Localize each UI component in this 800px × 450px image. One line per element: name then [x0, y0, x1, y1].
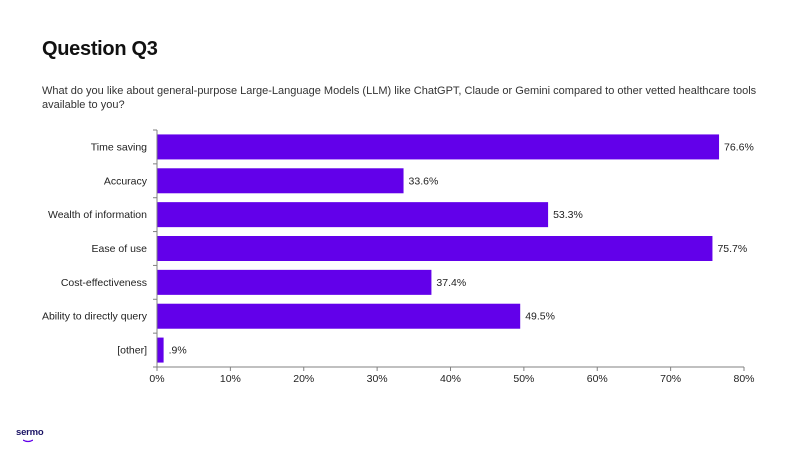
- question-text: What do you like about general-purpose L…: [42, 85, 757, 111]
- category-label: Wealth of information: [48, 209, 147, 221]
- category-label: Time saving: [91, 141, 147, 153]
- x-tick-label: 10%: [220, 373, 241, 385]
- data-label: 37.4%: [436, 277, 466, 289]
- x-tick-label: 80%: [733, 373, 754, 385]
- data-label: 76.6%: [724, 141, 754, 153]
- x-tick-label: 50%: [513, 373, 534, 385]
- category-label: Ability to directly query: [42, 311, 148, 323]
- x-tick-label: 70%: [660, 373, 681, 385]
- slide-title: Question Q3: [42, 38, 158, 60]
- data-label: .9%: [169, 345, 187, 357]
- category-label: Accuracy: [104, 175, 148, 187]
- logo-swoosh-icon: [23, 439, 33, 443]
- bar: [157, 168, 404, 194]
- x-tick-label: 30%: [367, 373, 388, 385]
- x-tick-label: 0%: [149, 373, 164, 385]
- x-tick-label: 60%: [587, 373, 608, 385]
- bar: [157, 269, 432, 295]
- category-label: Cost-effectiveness: [61, 277, 147, 289]
- x-tick-label: 20%: [293, 373, 314, 385]
- sermo-logo: sermo: [16, 427, 44, 438]
- data-label: 33.6%: [409, 175, 439, 187]
- data-label: 75.7%: [717, 243, 747, 255]
- category-label: [other]: [117, 345, 147, 357]
- category-label: Ease of use: [92, 243, 148, 255]
- bar: [157, 236, 713, 261]
- data-label: 49.5%: [525, 311, 555, 323]
- x-tick-label: 40%: [440, 373, 461, 385]
- bar: [157, 303, 521, 329]
- bar: [157, 134, 720, 160]
- data-label: 53.3%: [553, 209, 583, 221]
- bar: [157, 337, 164, 363]
- bar: [157, 202, 549, 228]
